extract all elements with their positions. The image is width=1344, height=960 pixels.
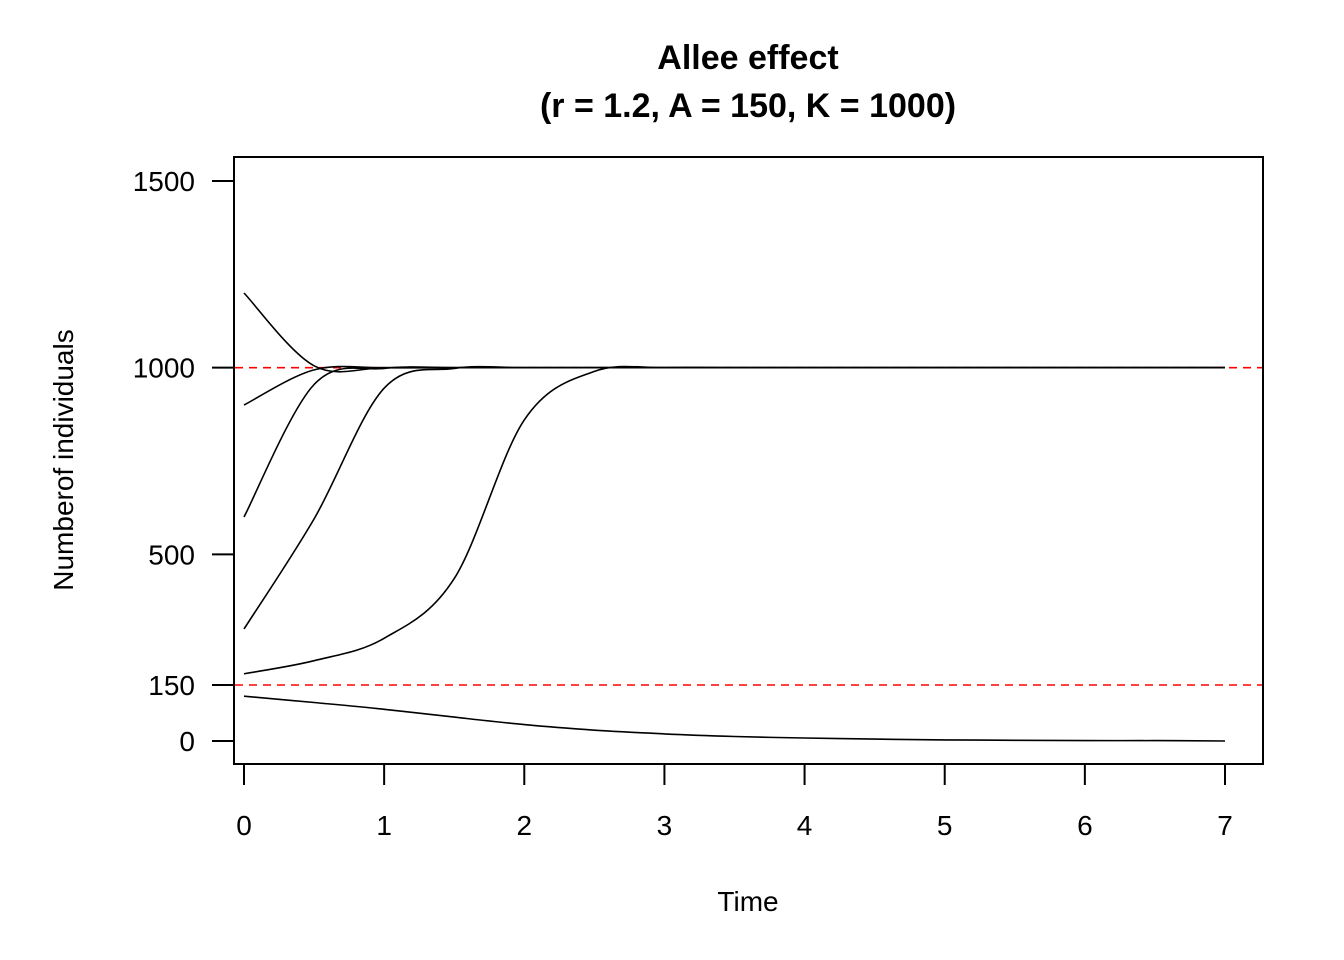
x-tick-label: 2: [516, 810, 532, 841]
series-line-6: [243, 695, 1226, 742]
y-tick-label: 150: [148, 670, 195, 701]
x-tick-label: 3: [657, 810, 673, 841]
series-line-1: [243, 292, 1226, 373]
y-tick-label: 1000: [133, 353, 195, 384]
plot-frame: [233, 156, 1264, 765]
series-line-4: [243, 365, 1226, 630]
y-tick-label: 500: [148, 539, 195, 570]
x-tick-label: 6: [1077, 810, 1093, 841]
series-line-5: [243, 365, 1226, 675]
y-axis-ticks: 0 150 500 1000 1500: [133, 166, 234, 757]
x-axis-ticks: 0 1 2 3 4 5 6 7: [236, 764, 1233, 841]
chart-title: Allee effect: [657, 39, 838, 77]
series-line-3: [243, 366, 1226, 518]
series-line-2: [243, 365, 1226, 406]
y-tick-label: 1500: [133, 166, 195, 197]
x-tick-label: 0: [236, 810, 252, 841]
y-tick-label: 0: [179, 726, 195, 757]
x-tick-label: 1: [376, 810, 392, 841]
chart-subtitle: (r = 1.2, A = 150, K = 1000): [540, 87, 956, 125]
x-tick-label: 4: [797, 810, 813, 841]
series-lines: [243, 292, 1226, 742]
x-tick-label: 5: [937, 810, 953, 841]
x-tick-label: 7: [1217, 810, 1233, 841]
reference-lines: [235, 366, 1262, 686]
y-axis-label: Numberof individuals: [48, 329, 79, 590]
x-axis-label: Time: [717, 886, 778, 917]
